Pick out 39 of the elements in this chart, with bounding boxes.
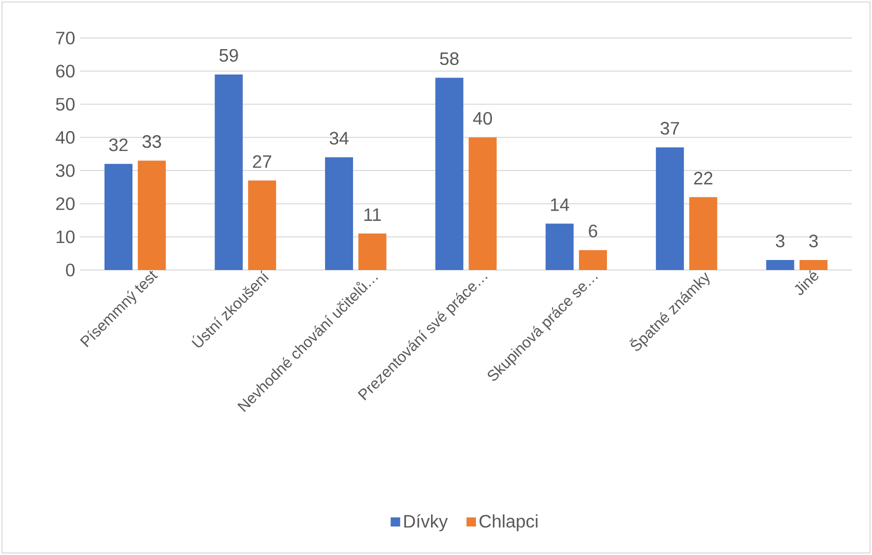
bar	[468, 137, 497, 270]
y-tick-label: 70	[56, 32, 75, 44]
bar	[435, 78, 464, 270]
bar	[358, 234, 386, 270]
data-label: 58	[440, 52, 459, 66]
x-tick-label: Jiné	[794, 270, 818, 296]
bar	[689, 197, 718, 270]
y-tick-label: 30	[56, 164, 75, 177]
bar	[325, 157, 354, 270]
data-label: 11	[364, 208, 381, 221]
data-label: 3	[809, 234, 818, 248]
bar	[578, 250, 607, 270]
data-label: 27	[252, 155, 272, 168]
y-tick-label: 20	[56, 197, 75, 210]
bar	[138, 160, 166, 270]
bar	[214, 74, 243, 270]
bar	[248, 180, 276, 270]
legend-label: Dívky	[404, 514, 448, 532]
data-label: 22	[694, 172, 712, 184]
bar	[656, 147, 684, 270]
data-label: 59	[219, 48, 238, 62]
y-tick-label: 50	[56, 98, 75, 111]
data-label: 3	[776, 234, 784, 248]
bar	[104, 164, 132, 270]
bar	[800, 260, 828, 270]
data-label: 14	[550, 198, 570, 211]
y-tick-label: 0	[66, 264, 75, 276]
y-tick-label: 60	[56, 64, 75, 78]
data-label: 32	[109, 138, 128, 152]
legend-label: Chlapci	[480, 514, 538, 532]
data-label: 6	[588, 224, 598, 238]
data-label: 37	[660, 122, 680, 135]
y-tick-label: 10	[56, 230, 75, 244]
data-label: 34	[330, 132, 349, 145]
bar	[546, 224, 574, 270]
y-tick-label: 40	[56, 131, 75, 144]
data-label: 40	[473, 112, 492, 125]
data-label: 33	[142, 135, 162, 148]
bar	[766, 260, 794, 270]
